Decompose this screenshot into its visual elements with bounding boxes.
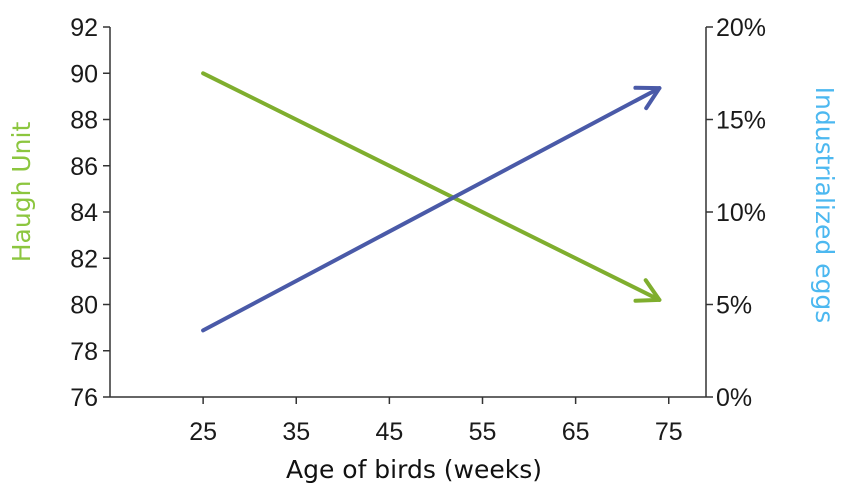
x-axis-title: Age of birds (weeks) (286, 455, 542, 484)
series-line-right (201, 86, 662, 333)
axes: 76 78 80 82 84 86 88 90 92 0% 5% 10% 15% 20% 25 35 45 55 6… (70, 14, 766, 446)
right-axis-title: Industrialized eggs (810, 87, 839, 324)
x-tick-label: 75 (655, 418, 683, 446)
series-arrowhead-left (633, 278, 662, 303)
x-tick-label: 25 (189, 418, 217, 446)
right-tick-label: 10% (716, 199, 766, 227)
left-tick-label: 82 (70, 245, 98, 273)
right-tick-label: 5% (716, 292, 752, 320)
left-tick-label: 78 (70, 338, 98, 366)
right-tick-label: 20% (716, 14, 766, 42)
left-tick-label: 92 (70, 14, 98, 42)
series-arrowhead-right (633, 85, 662, 111)
left-tick-label: 84 (70, 199, 98, 227)
series-layer (201, 71, 662, 333)
left-tick-label: 90 (70, 60, 98, 88)
right-tick-label: 0% (716, 384, 752, 412)
left-tick-label: 80 (70, 292, 98, 320)
right-tick-label: 15% (716, 107, 766, 135)
x-tick-label: 55 (469, 418, 497, 446)
left-axis-title: Haugh Unit (7, 122, 36, 263)
left-tick-label: 76 (70, 384, 98, 412)
left-tick-label: 86 (70, 153, 98, 181)
x-tick-label: 65 (562, 418, 590, 446)
x-tick-label: 45 (375, 418, 403, 446)
series-line-left (201, 71, 662, 302)
x-tick-label: 35 (282, 418, 310, 446)
left-tick-label: 88 (70, 107, 98, 135)
